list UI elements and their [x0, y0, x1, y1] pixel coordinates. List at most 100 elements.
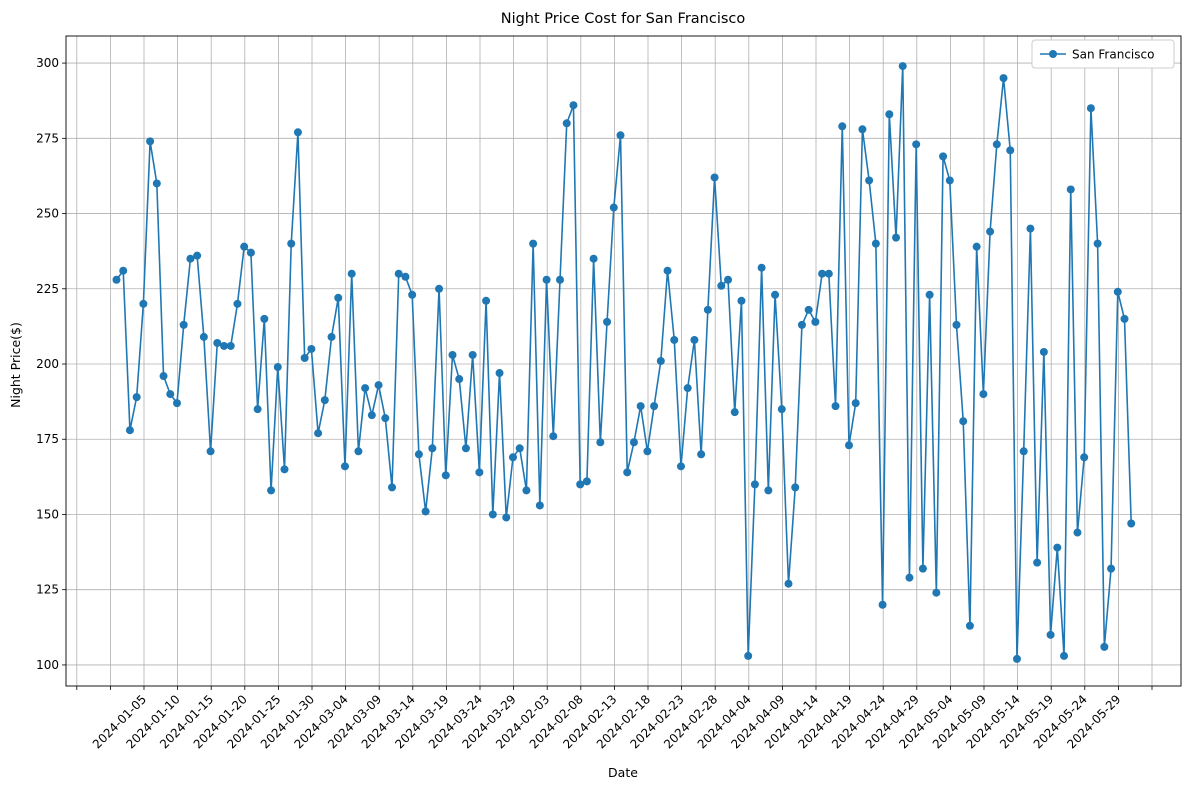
data-point	[374, 381, 383, 390]
data-point	[939, 152, 948, 161]
data-point	[892, 233, 901, 242]
data-point	[421, 507, 430, 516]
data-point	[791, 483, 800, 492]
data-point	[542, 275, 551, 284]
data-point	[1080, 453, 1089, 462]
data-point	[253, 405, 262, 414]
data-point	[663, 266, 672, 275]
data-point	[206, 447, 215, 456]
data-point	[730, 408, 739, 417]
data-point	[1019, 447, 1028, 456]
data-point	[482, 296, 491, 305]
data-point	[912, 140, 921, 149]
series-line-san-francisco	[115, 65, 1133, 660]
data-point	[603, 317, 612, 326]
data-point	[246, 248, 255, 257]
data-point	[1060, 651, 1069, 660]
data-point	[562, 119, 571, 128]
data-point	[260, 314, 269, 323]
data-point	[650, 402, 659, 411]
plot-frame	[65, 35, 1182, 687]
data-point	[582, 477, 591, 486]
data-point	[119, 266, 128, 275]
data-point	[609, 203, 618, 212]
chart-title: Night Price Cost for San Francisco	[501, 11, 746, 27]
data-series	[112, 62, 1136, 663]
data-point	[999, 74, 1008, 83]
data-point	[1093, 239, 1102, 248]
data-point	[240, 242, 249, 251]
data-point	[885, 110, 894, 119]
data-point	[784, 579, 793, 588]
data-point	[623, 468, 632, 477]
data-point	[858, 125, 867, 134]
data-point	[932, 588, 941, 597]
data-point	[670, 335, 679, 344]
data-point	[838, 122, 847, 131]
data-point	[1053, 543, 1062, 552]
data-point	[878, 600, 887, 609]
y-tick-label: 100	[36, 658, 59, 672]
data-point	[280, 465, 289, 474]
data-point	[293, 128, 302, 137]
data-point	[428, 444, 437, 453]
data-point	[213, 338, 222, 347]
y-tick-label: 125	[36, 583, 59, 597]
data-point	[448, 350, 457, 359]
data-point	[1120, 314, 1129, 323]
data-point	[388, 483, 397, 492]
data-point	[340, 462, 349, 471]
data-point	[804, 305, 813, 314]
y-tick-label: 250	[36, 207, 59, 221]
data-point	[508, 453, 517, 462]
data-point	[307, 344, 316, 353]
data-point	[354, 447, 363, 456]
data-point	[697, 450, 706, 459]
data-point	[1026, 224, 1035, 233]
data-point	[1066, 185, 1075, 194]
data-point	[905, 573, 914, 582]
data-point	[972, 242, 981, 251]
data-point	[965, 621, 974, 630]
data-point	[690, 335, 699, 344]
data-point	[818, 269, 827, 278]
data-point	[1006, 146, 1015, 155]
data-point	[952, 320, 961, 329]
data-point	[1113, 287, 1122, 296]
data-point	[468, 350, 477, 359]
data-point	[502, 513, 511, 522]
data-point	[166, 390, 175, 399]
y-tick-label: 175	[36, 432, 59, 446]
legend: San Francisco	[1031, 39, 1175, 69]
data-point	[112, 275, 121, 284]
data-point	[535, 501, 544, 510]
data-point	[643, 447, 652, 456]
data-point	[408, 290, 417, 299]
data-point	[361, 384, 370, 393]
data-point	[771, 290, 780, 299]
data-point	[414, 450, 423, 459]
data-point	[314, 429, 323, 438]
y-tick-label: 200	[36, 357, 59, 371]
data-point	[918, 564, 927, 573]
data-point	[199, 332, 208, 341]
data-point	[1107, 564, 1116, 573]
data-point	[717, 281, 726, 290]
data-point	[488, 510, 497, 519]
data-point	[495, 369, 504, 378]
y-axis-label: Night Price($)	[8, 322, 23, 408]
y-tick-label: 225	[36, 282, 59, 296]
axes	[62, 35, 1182, 690]
data-point	[556, 275, 565, 284]
data-point	[979, 390, 988, 399]
data-point	[683, 384, 692, 393]
data-point	[959, 417, 968, 426]
data-point	[515, 444, 524, 453]
data-point	[441, 471, 450, 480]
data-point	[549, 432, 558, 441]
data-point	[233, 299, 242, 308]
data-point	[139, 299, 148, 308]
data-point	[152, 179, 161, 188]
data-point	[865, 176, 874, 185]
